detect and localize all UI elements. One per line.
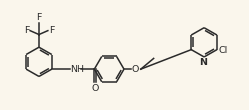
Text: F: F [24,26,29,35]
Text: NH: NH [71,65,85,74]
Text: N: N [199,58,207,67]
Text: F: F [49,26,54,35]
Text: O: O [92,84,99,93]
Text: Cl: Cl [219,46,228,55]
Text: O: O [132,65,139,74]
Text: F: F [36,13,42,22]
